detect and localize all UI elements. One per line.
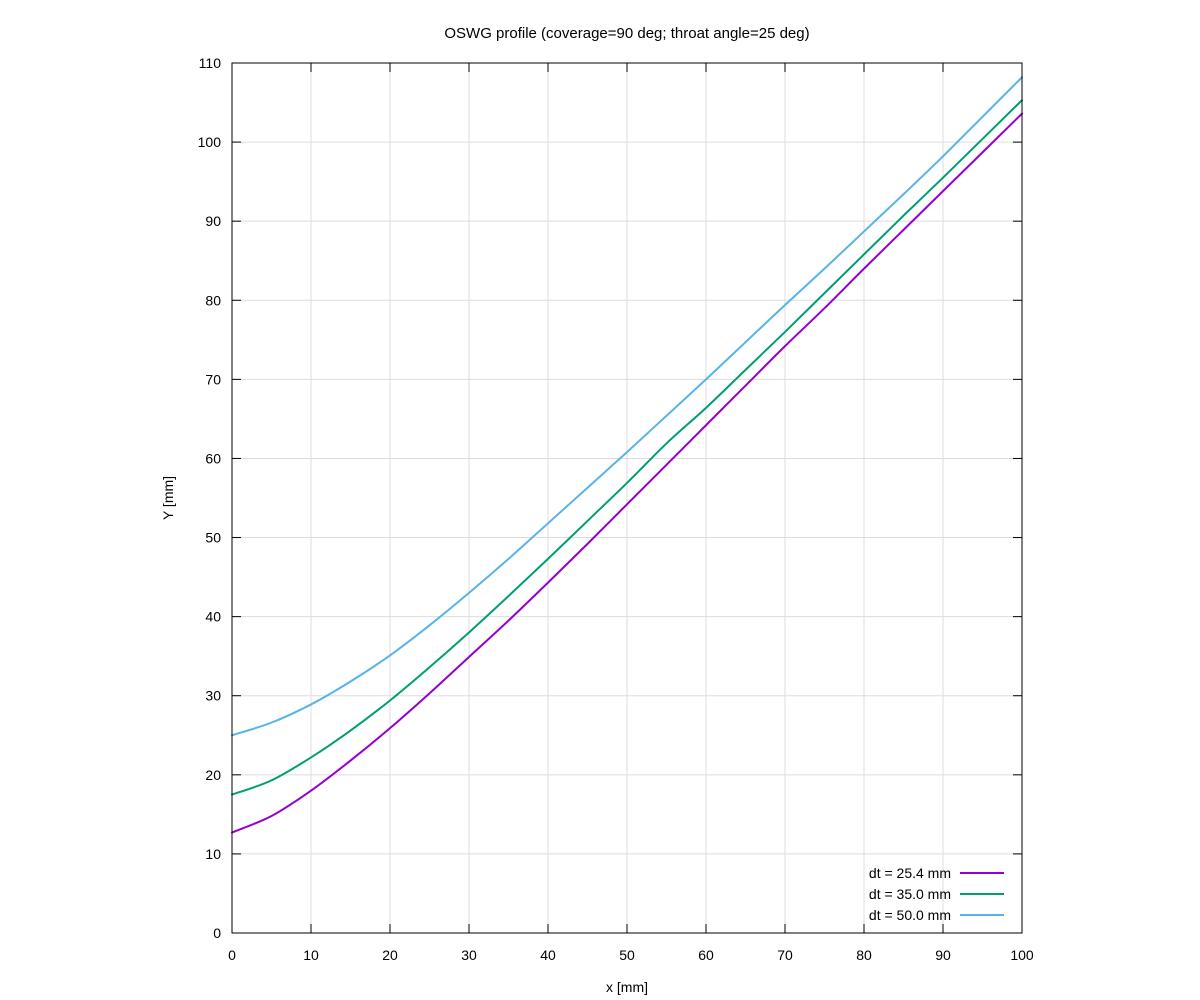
x-tick-label: 100 (1010, 947, 1034, 963)
y-tick-label: 100 (198, 134, 222, 150)
x-tick-label: 90 (935, 947, 951, 963)
legend-label: dt = 25.4 mm (869, 865, 951, 881)
y-tick-label: 30 (205, 688, 221, 704)
series-line-0 (231, 112, 1023, 834)
x-tick-label: 80 (856, 947, 872, 963)
y-tick-label: 90 (205, 213, 221, 229)
plot-frame (231, 62, 1023, 934)
series-line-1 (231, 99, 1023, 796)
x-tick-label: 10 (303, 947, 319, 963)
y-tick-label: 0 (213, 925, 221, 941)
x-tick-label: 60 (698, 947, 714, 963)
x-tick-label: 70 (777, 947, 793, 963)
y-axis-label: Y [mm] (160, 476, 176, 520)
legend: dt = 25.4 mm dt = 35.0 mm dt = 50.0 mm (869, 865, 1004, 923)
series-line-2 (231, 76, 1023, 737)
y-tick-label: 80 (205, 292, 221, 308)
y-tick-label: 110 (199, 55, 222, 71)
chart-title: OSWG profile (coverage=90 deg; throat an… (444, 25, 809, 42)
y-tick-label: 50 (205, 530, 221, 546)
x-tick-label: 50 (619, 947, 635, 963)
x-axis-label: x [mm] (606, 979, 648, 995)
x-tick-label: 0 (228, 947, 236, 963)
legend-label: dt = 35.0 mm (869, 886, 951, 902)
series-group (231, 76, 1023, 834)
y-tick-label: 40 (205, 609, 221, 625)
tick-labels: 0 10 20 30 40 50 60 70 80 90 100 0 10 20 30 40 50 60 70 80 9… (198, 55, 1034, 963)
x-tick-label: 40 (540, 947, 556, 963)
axis-ticks (231, 62, 1023, 934)
y-tick-label: 70 (205, 371, 221, 387)
y-tick-label: 10 (205, 846, 221, 862)
x-tick-label: 20 (382, 947, 398, 963)
grid (232, 63, 1022, 933)
y-tick-label: 60 (205, 450, 221, 466)
x-tick-label: 30 (461, 947, 477, 963)
legend-label: dt = 50.0 mm (869, 907, 951, 923)
y-tick-label: 20 (205, 767, 221, 783)
